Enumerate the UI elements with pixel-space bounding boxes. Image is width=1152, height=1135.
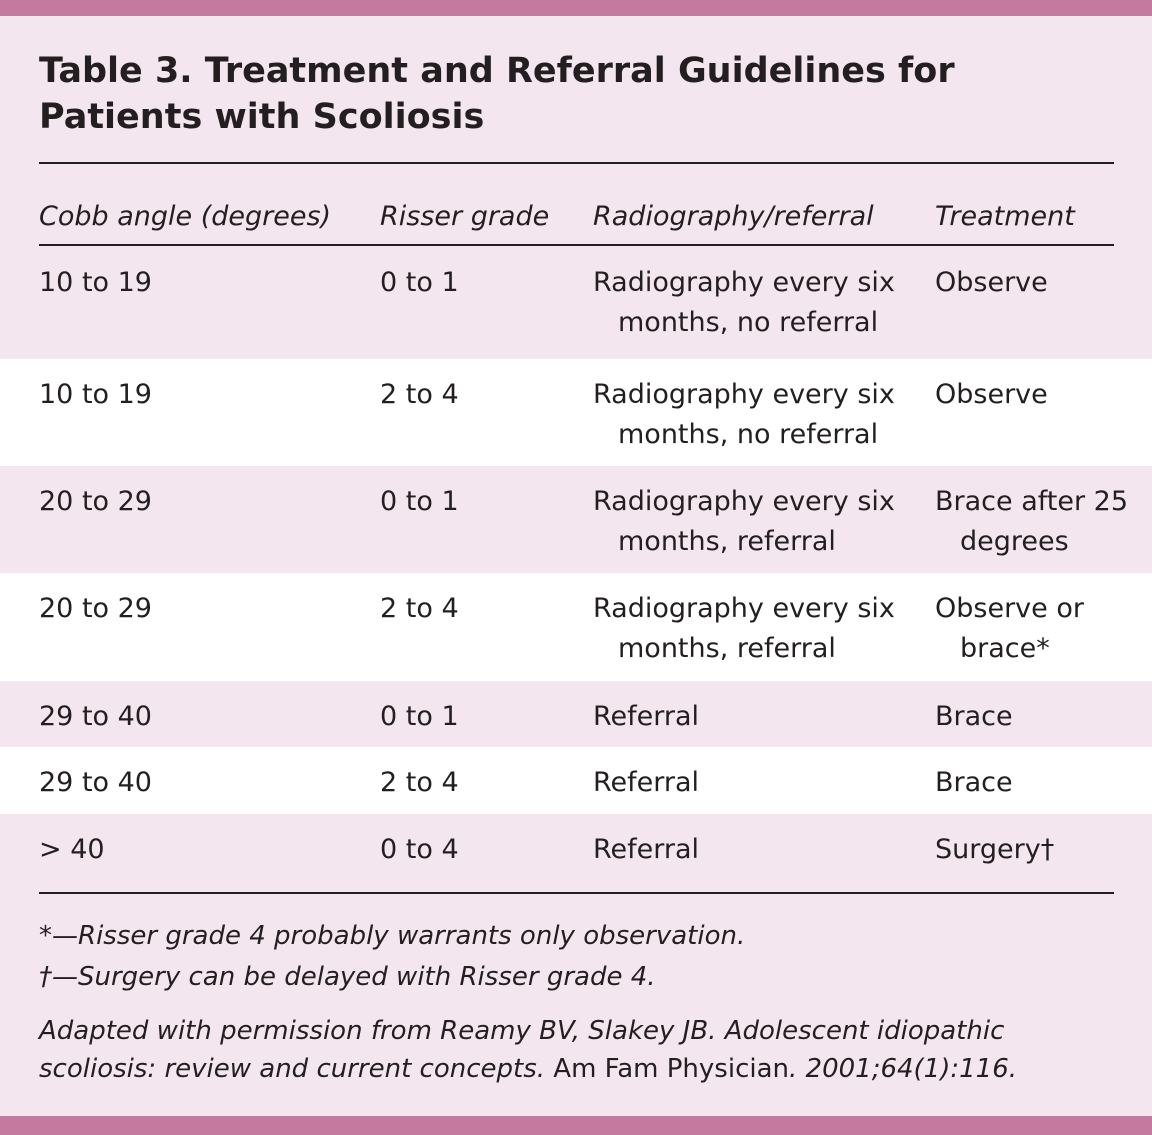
treatment-cell: Brace: [935, 767, 1013, 798]
table-row: 10 to 19 0 to 1 Radiography every six mont…: [0, 247, 1152, 359]
citation-details: . 2001;64(1):116.: [789, 1054, 1018, 1084]
risser-grade-cell: 0 to 4: [380, 834, 459, 865]
radiography-referral-cell: Radiography every six months, referral: [593, 593, 895, 664]
risser-grade-cell: 0 to 1: [380, 267, 459, 298]
header-cobb-angle: Cobb angle (degrees): [39, 201, 332, 232]
cobb-angle-cell: 10 to 19: [39, 379, 152, 410]
radiography-referral-cell: Radiography every six months, no referra…: [593, 267, 895, 338]
radiography-referral-cell: Referral: [593, 834, 700, 865]
treatment-cell: Brace: [935, 701, 1013, 732]
risser-grade-cell: 2 to 4: [380, 593, 459, 624]
treatment-cell: Observe or brace*: [935, 593, 1084, 664]
table-title: Table 3. Treatment and Referral Guidelin…: [39, 51, 955, 137]
footnote-asterisk: *—Risser grade 4 probably warrants only …: [39, 921, 746, 951]
radiography-referral-cell: Referral: [593, 767, 700, 798]
citation-text: Adapted with permission from Reamy BV, S…: [39, 1016, 1005, 1084]
header-rule: [39, 244, 1114, 246]
table-row: 29 to 40 2 to 4 Referral Brace: [0, 747, 1152, 814]
journal-name: Am Fam Physician: [553, 1054, 789, 1084]
bottom-accent-bar: [0, 1116, 1152, 1135]
header-treatment: Treatment: [935, 201, 1075, 232]
cobb-angle-cell: 10 to 19: [39, 267, 152, 298]
cobb-angle-cell: > 40: [39, 834, 105, 865]
header-radiography-referral: Radiography/referral: [593, 201, 874, 232]
table-row: > 40 0 to 4 Referral Surgery†: [0, 814, 1152, 880]
risser-grade-cell: 2 to 4: [380, 767, 459, 798]
treatment-cell: Observe: [935, 267, 1048, 298]
table-row: 20 to 29 2 to 4 Radiography every six mont…: [0, 573, 1152, 681]
source-citation: Adapted with permission from Reamy BV, S…: [39, 1012, 1119, 1088]
cobb-angle-cell: 20 to 29: [39, 593, 152, 624]
title-rule: [39, 162, 1114, 164]
bottom-rule: [39, 892, 1114, 894]
footnote-dagger: †—Surgery can be delayed with Risser gra…: [39, 962, 656, 992]
cobb-angle-cell: 29 to 40: [39, 701, 152, 732]
radiography-referral-cell: Radiography every six months, referral: [593, 486, 895, 557]
top-accent-bar: [0, 0, 1152, 16]
table-row: 10 to 19 2 to 4 Radiography every six mont…: [0, 359, 1152, 466]
risser-grade-cell: 0 to 1: [380, 701, 459, 732]
table-row: 29 to 40 0 to 1 Referral Brace: [0, 681, 1152, 747]
cobb-angle-cell: 20 to 29: [39, 486, 152, 517]
treatment-cell: Surgery†: [935, 834, 1055, 865]
radiography-referral-cell: Referral: [593, 701, 700, 732]
treatment-cell: Brace after 25 degrees: [935, 486, 1129, 557]
table-row: 20 to 29 0 to 1 Radiography every six mont…: [0, 466, 1152, 573]
treatment-cell: Observe: [935, 379, 1048, 410]
risser-grade-cell: 0 to 1: [380, 486, 459, 517]
radiography-referral-cell: Radiography every six months, no referra…: [593, 379, 895, 450]
cobb-angle-cell: 29 to 40: [39, 767, 152, 798]
header-risser-grade: Risser grade: [380, 201, 550, 232]
risser-grade-cell: 2 to 4: [380, 379, 459, 410]
